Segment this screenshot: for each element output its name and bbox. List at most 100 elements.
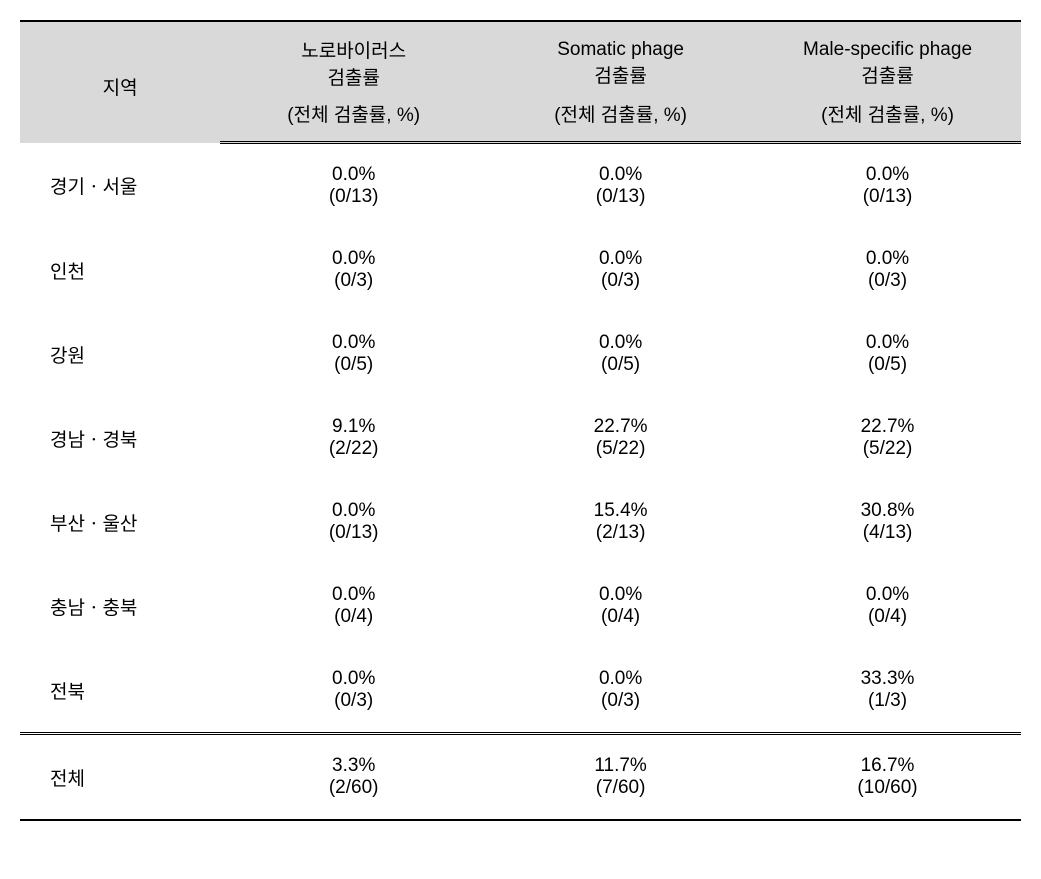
pct-value: 0.0% xyxy=(762,584,1013,606)
cell-c3: 30.8% (4/13) xyxy=(754,480,1021,564)
pct-value: 16.7% xyxy=(762,755,1013,777)
cell-c3: 0.0% (0/5) xyxy=(754,312,1021,396)
pct-value: 0.0% xyxy=(495,332,746,354)
cell-c3: 0.0% (0/3) xyxy=(754,228,1021,312)
frac-value: (0/13) xyxy=(228,186,479,208)
cell-c3: 0.0% (0/4) xyxy=(754,564,1021,648)
table-row: 부산ㆍ울산 0.0% (0/13) 15.4% (2/13) 30.8% (4/… xyxy=(20,480,1021,564)
pct-value: 0.0% xyxy=(762,332,1013,354)
header-col1-title: 노로바이러스 검출률 xyxy=(220,21,487,96)
cell-c2: 0.0% (0/13) xyxy=(487,143,754,229)
frac-value: (0/4) xyxy=(495,606,746,628)
cell-c2: 22.7% (5/22) xyxy=(487,396,754,480)
cell-region: 전북 xyxy=(20,648,220,734)
table-row: 강원 0.0% (0/5) 0.0% (0/5) 0.0% (0/5) xyxy=(20,312,1021,396)
cell-c2: 0.0% (0/5) xyxy=(487,312,754,396)
pct-value: 0.0% xyxy=(495,584,746,606)
pct-value: 0.0% xyxy=(228,668,479,690)
cell-region: 경남ㆍ경북 xyxy=(20,396,220,480)
pct-value: 0.0% xyxy=(495,668,746,690)
pct-value: 0.0% xyxy=(228,164,479,186)
frac-value: (10/60) xyxy=(762,777,1013,799)
frac-value: (2/60) xyxy=(228,777,479,799)
cell-c1: 0.0% (0/3) xyxy=(220,648,487,734)
pct-value: 33.3% xyxy=(762,668,1013,690)
cell-c3-total: 16.7% (10/60) xyxy=(754,734,1021,821)
table-row: 전북 0.0% (0/3) 0.0% (0/3) 33.3% (1/3) xyxy=(20,648,1021,734)
header-col3-sub: (전체 검출률, %) xyxy=(754,96,1021,143)
frac-value: (0/3) xyxy=(762,270,1013,292)
cell-c1: 0.0% (0/13) xyxy=(220,143,487,229)
pct-value: 0.0% xyxy=(228,332,479,354)
frac-value: (5/22) xyxy=(762,438,1013,460)
pct-value: 11.7% xyxy=(495,755,746,777)
frac-value: (0/3) xyxy=(495,690,746,712)
header-col3-title: Male-specific phage 검출률 xyxy=(754,21,1021,96)
cell-region: 경기ㆍ서울 xyxy=(20,143,220,229)
cell-c1: 0.0% (0/3) xyxy=(220,228,487,312)
cell-region: 충남ㆍ충북 xyxy=(20,564,220,648)
header-col1-rate: 검출률 xyxy=(327,68,379,89)
frac-value: (2/22) xyxy=(228,438,479,460)
header-col2-name: Somatic phage xyxy=(557,39,684,60)
cell-region: 부산ㆍ울산 xyxy=(20,480,220,564)
header-col1-name: 노로바이러스 xyxy=(301,41,406,62)
cell-c3: 22.7% (5/22) xyxy=(754,396,1021,480)
cell-c1: 0.0% (0/13) xyxy=(220,480,487,564)
header-col1-sub: (전체 검출률, %) xyxy=(220,96,487,143)
frac-value: (2/13) xyxy=(495,522,746,544)
pct-value: 0.0% xyxy=(762,164,1013,186)
cell-c2: 15.4% (2/13) xyxy=(487,480,754,564)
header-col2-rate: 검출률 xyxy=(594,66,646,87)
pct-value: 0.0% xyxy=(228,248,479,270)
table-row-total: 전체 3.3% (2/60) 11.7% (7/60) 16.7% (10/60… xyxy=(20,734,1021,821)
pct-value: 22.7% xyxy=(495,416,746,438)
pct-value: 0.0% xyxy=(495,248,746,270)
table-row: 경기ㆍ서울 0.0% (0/13) 0.0% (0/13) 0.0% (0/13… xyxy=(20,143,1021,229)
pct-value: 30.8% xyxy=(762,500,1013,522)
frac-value: (0/13) xyxy=(762,186,1013,208)
frac-value: (5/22) xyxy=(495,438,746,460)
header-col2-sub: (전체 검출률, %) xyxy=(487,96,754,143)
frac-value: (0/5) xyxy=(762,354,1013,376)
cell-c1: 0.0% (0/4) xyxy=(220,564,487,648)
detection-rate-table: 지역 노로바이러스 검출률 Somatic phage 검출률 Male-spe… xyxy=(20,20,1021,821)
frac-value: (0/13) xyxy=(495,186,746,208)
pct-value: 3.3% xyxy=(228,755,479,777)
frac-value: (0/5) xyxy=(495,354,746,376)
frac-value: (0/4) xyxy=(228,606,479,628)
header-region: 지역 xyxy=(20,21,220,143)
cell-c1: 0.0% (0/5) xyxy=(220,312,487,396)
pct-value: 0.0% xyxy=(228,584,479,606)
cell-region: 인천 xyxy=(20,228,220,312)
pct-value: 15.4% xyxy=(495,500,746,522)
pct-value: 0.0% xyxy=(228,500,479,522)
header-col2-title: Somatic phage 검출률 xyxy=(487,21,754,96)
cell-region: 강원 xyxy=(20,312,220,396)
pct-value: 0.0% xyxy=(495,164,746,186)
cell-c1-total: 3.3% (2/60) xyxy=(220,734,487,821)
table-row: 경남ㆍ경북 9.1% (2/22) 22.7% (5/22) 22.7% (5/… xyxy=(20,396,1021,480)
cell-c2: 0.0% (0/3) xyxy=(487,228,754,312)
table-header: 지역 노로바이러스 검출률 Somatic phage 검출률 Male-spe… xyxy=(20,21,1021,143)
table-row: 충남ㆍ충북 0.0% (0/4) 0.0% (0/4) 0.0% (0/4) xyxy=(20,564,1021,648)
frac-value: (0/4) xyxy=(762,606,1013,628)
cell-region-total: 전체 xyxy=(20,734,220,821)
frac-value: (0/3) xyxy=(228,690,479,712)
frac-value: (0/5) xyxy=(228,354,479,376)
frac-value: (7/60) xyxy=(495,777,746,799)
cell-c3: 33.3% (1/3) xyxy=(754,648,1021,734)
header-row-titles: 지역 노로바이러스 검출률 Somatic phage 검출률 Male-spe… xyxy=(20,21,1021,96)
frac-value: (0/3) xyxy=(228,270,479,292)
table-row: 인천 0.0% (0/3) 0.0% (0/3) 0.0% (0/3) xyxy=(20,228,1021,312)
table-body: 경기ㆍ서울 0.0% (0/13) 0.0% (0/13) 0.0% (0/13… xyxy=(20,143,1021,821)
frac-value: (4/13) xyxy=(762,522,1013,544)
cell-c1: 9.1% (2/22) xyxy=(220,396,487,480)
frac-value: (1/3) xyxy=(762,690,1013,712)
cell-c2-total: 11.7% (7/60) xyxy=(487,734,754,821)
pct-value: 0.0% xyxy=(762,248,1013,270)
cell-c2: 0.0% (0/3) xyxy=(487,648,754,734)
cell-c3: 0.0% (0/13) xyxy=(754,143,1021,229)
frac-value: (0/3) xyxy=(495,270,746,292)
detection-rate-table-container: 지역 노로바이러스 검출률 Somatic phage 검출률 Male-spe… xyxy=(20,20,1021,821)
